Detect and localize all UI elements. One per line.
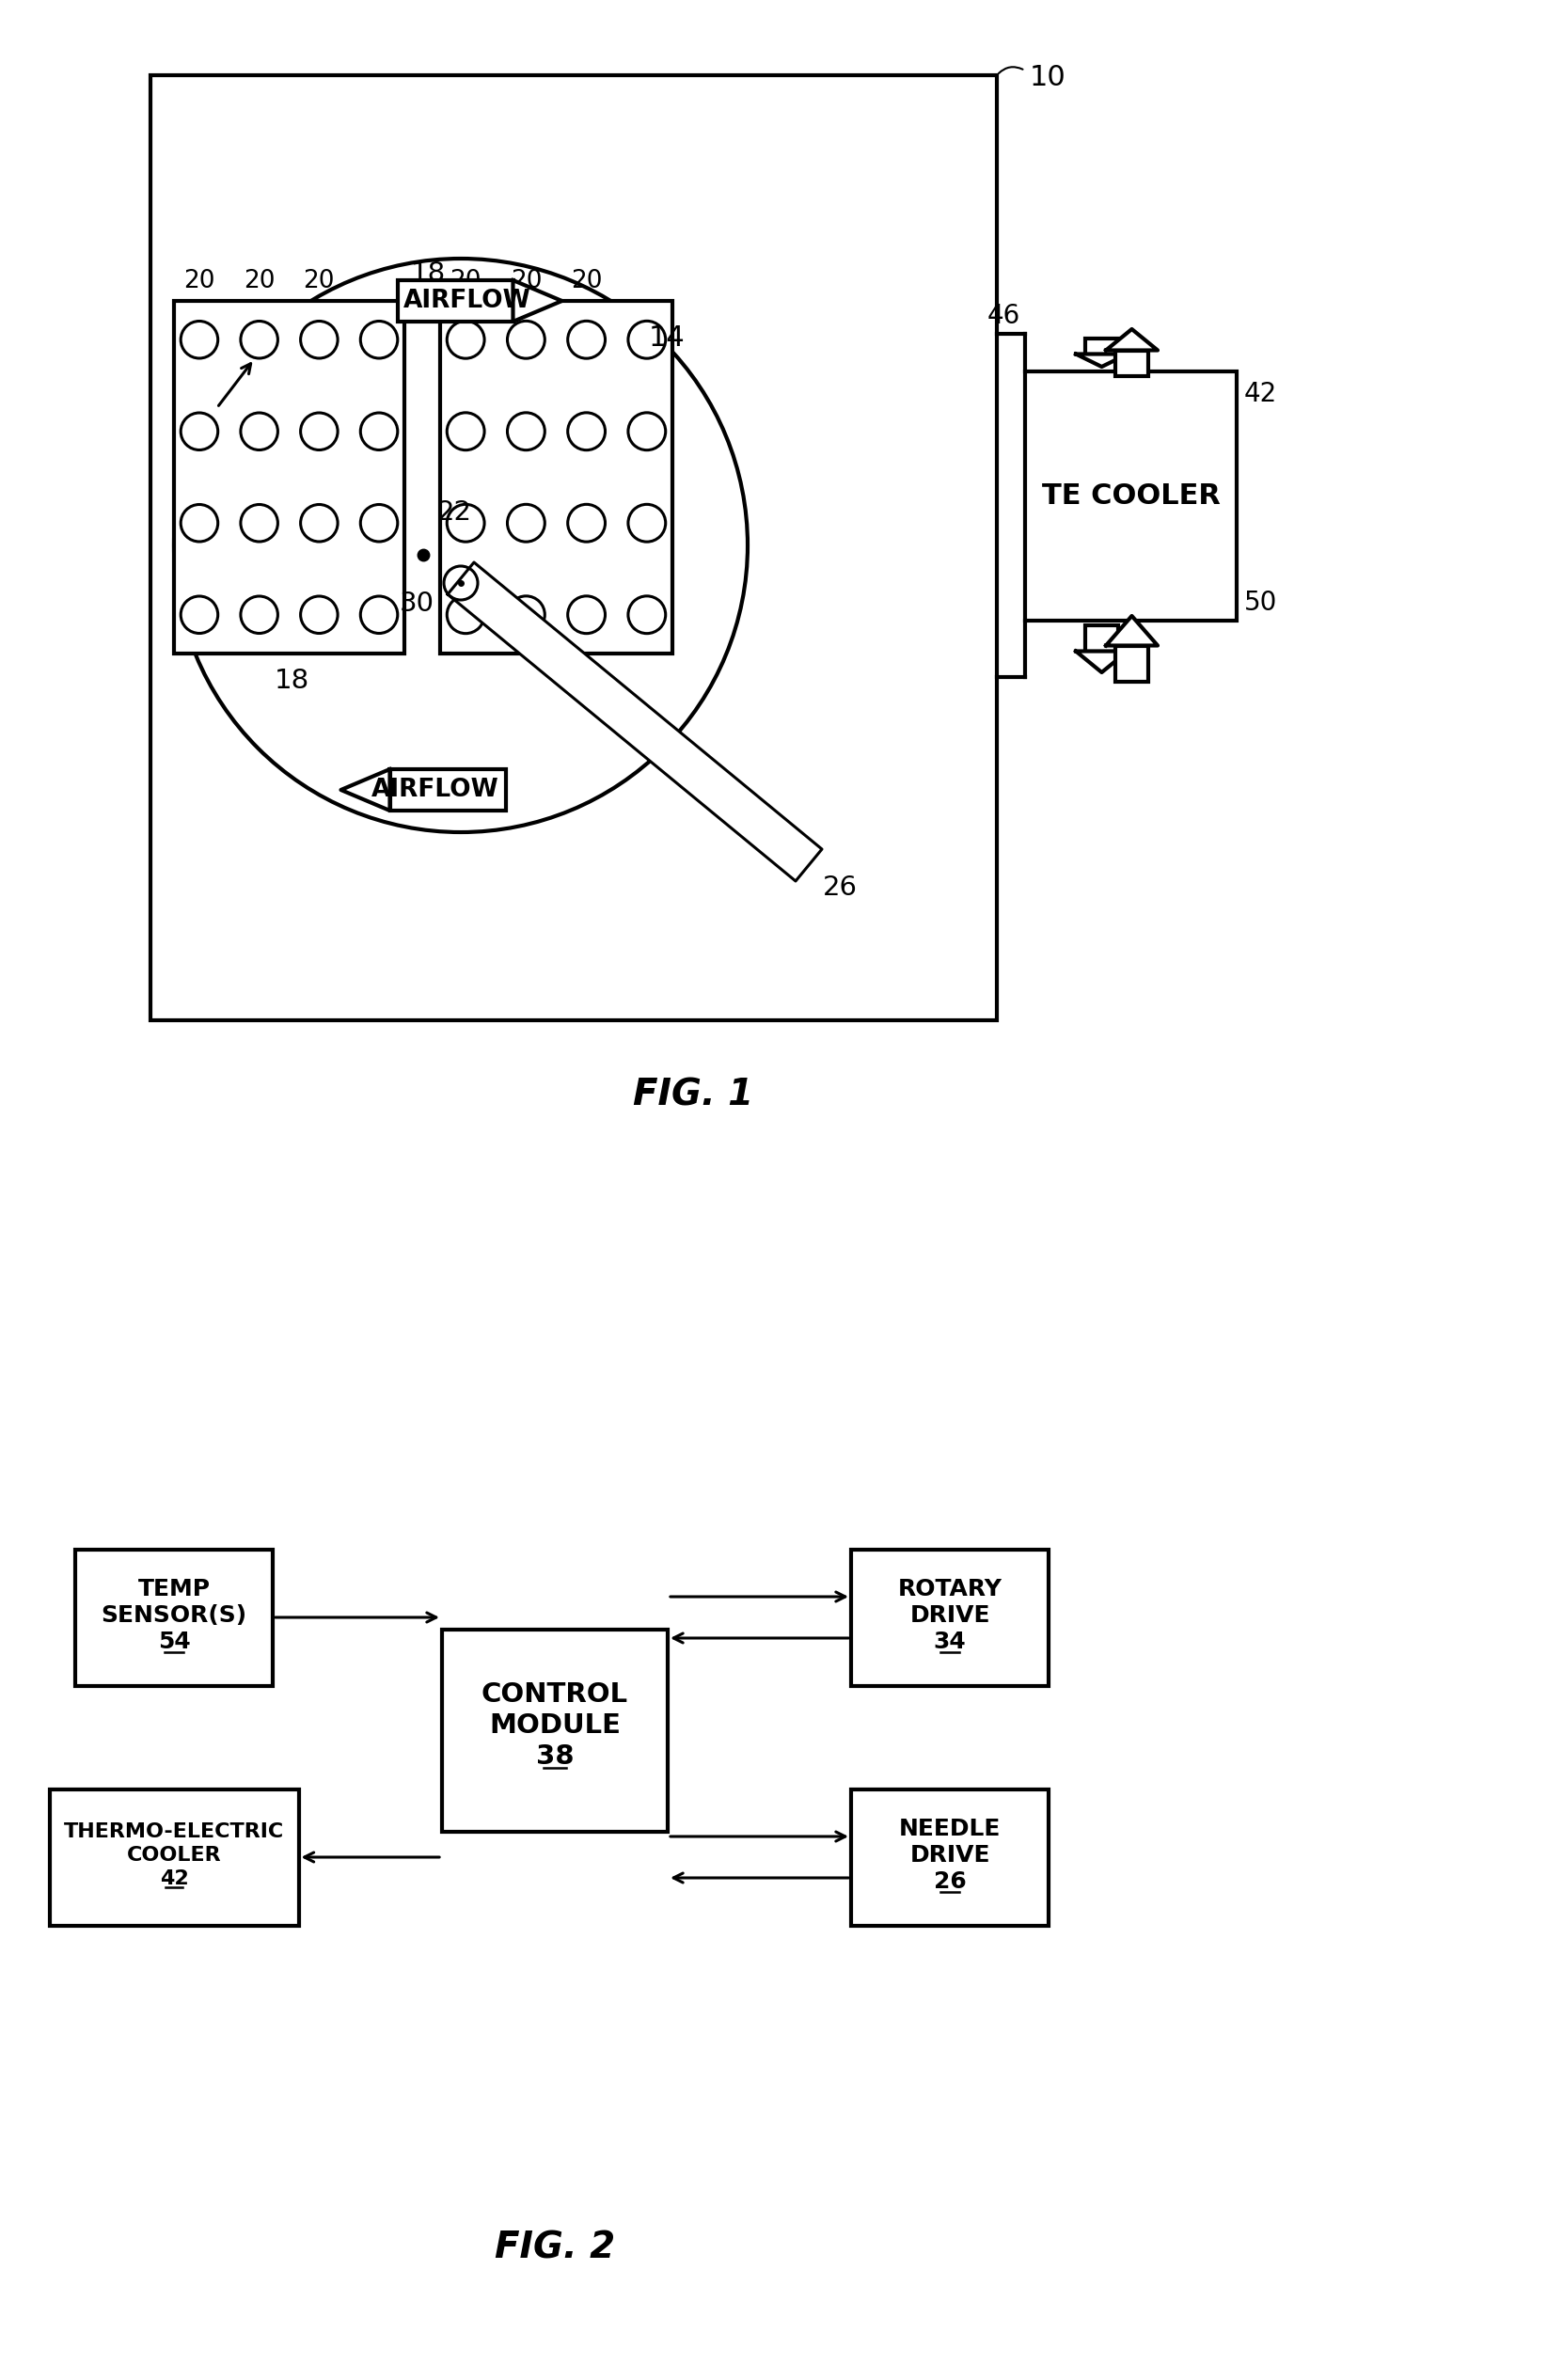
Polygon shape	[1075, 355, 1128, 367]
Bar	[398, 281, 514, 321]
Text: ROTARY: ROTARY	[897, 1578, 1002, 1602]
Polygon shape	[447, 562, 821, 881]
Text: 20: 20	[184, 269, 215, 293]
Bar	[1086, 338, 1118, 355]
Text: 18: 18	[410, 259, 446, 288]
Text: TEMP: TEMP	[138, 1578, 210, 1602]
Text: 26: 26	[823, 873, 857, 902]
Bar	[1086, 626, 1118, 652]
Text: CONTROL: CONTROL	[481, 1683, 628, 1709]
Text: 20: 20	[450, 269, 481, 293]
Text: 20: 20	[243, 269, 275, 293]
Bar	[851, 1549, 1049, 1685]
Polygon shape	[514, 281, 562, 321]
Text: AIRFLOW: AIRFLOW	[371, 778, 500, 802]
Text: DRIVE: DRIVE	[910, 1844, 990, 1866]
Text: 26: 26	[933, 1871, 967, 1892]
Text: AIRFLOW: AIRFLOW	[404, 288, 531, 314]
Polygon shape	[1106, 616, 1157, 645]
Text: SENSOR(S): SENSOR(S)	[101, 1604, 248, 1628]
Text: COOLER: COOLER	[127, 1847, 221, 1864]
Polygon shape	[1106, 328, 1157, 350]
Bar	[150, 76, 996, 1021]
Text: 20: 20	[511, 269, 541, 293]
Bar	[1026, 371, 1236, 621]
Text: 46: 46	[987, 302, 1021, 328]
Text: 50: 50	[1244, 590, 1278, 616]
Text: FIG. 1: FIG. 1	[633, 1078, 753, 1114]
Text: 30: 30	[399, 590, 435, 616]
Text: 20: 20	[571, 269, 602, 293]
Text: 18: 18	[274, 669, 309, 695]
Text: FIG. 2: FIG. 2	[495, 2230, 616, 2266]
Bar	[1115, 350, 1148, 376]
Text: 42: 42	[159, 1868, 189, 1887]
Bar	[390, 769, 506, 812]
Bar	[50, 1790, 299, 1925]
Text: 54: 54	[158, 1630, 190, 1654]
Polygon shape	[1075, 652, 1128, 671]
Bar	[173, 300, 404, 655]
Text: 20: 20	[303, 269, 334, 293]
FancyArrowPatch shape	[999, 67, 1023, 74]
Bar	[442, 1630, 668, 1830]
Text: THERMO-ELECTRIC: THERMO-ELECTRIC	[63, 1823, 285, 1842]
Text: 34: 34	[933, 1630, 967, 1654]
Text: 22: 22	[438, 500, 472, 526]
Text: 10: 10	[1030, 64, 1066, 90]
Text: MODULE: MODULE	[489, 1711, 620, 1740]
Polygon shape	[340, 769, 390, 812]
Text: 38: 38	[535, 1742, 574, 1768]
Text: 14: 14	[648, 324, 685, 352]
Text: TE COOLER: TE COOLER	[1041, 483, 1221, 509]
Bar	[1115, 645, 1148, 681]
Bar	[76, 1549, 272, 1685]
Text: 42: 42	[1244, 381, 1278, 407]
Text: DRIVE: DRIVE	[910, 1604, 990, 1628]
Bar	[439, 300, 673, 655]
Bar	[851, 1790, 1049, 1925]
Text: NEEDLE: NEEDLE	[899, 1818, 1001, 1840]
